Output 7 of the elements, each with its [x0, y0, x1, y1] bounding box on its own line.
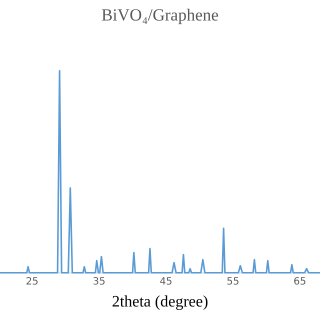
x-axis-title: 2theta (degree) [112, 294, 208, 311]
x-tick-label: 35 [92, 276, 106, 288]
x-tick-label: 65 [294, 276, 306, 288]
x-tick-label: 45 [160, 276, 172, 288]
chart-title: BiVO₄/Graphene [101, 6, 219, 25]
x-tick-label: 25 [26, 276, 38, 288]
x-tick-label: 55 [226, 276, 240, 288]
